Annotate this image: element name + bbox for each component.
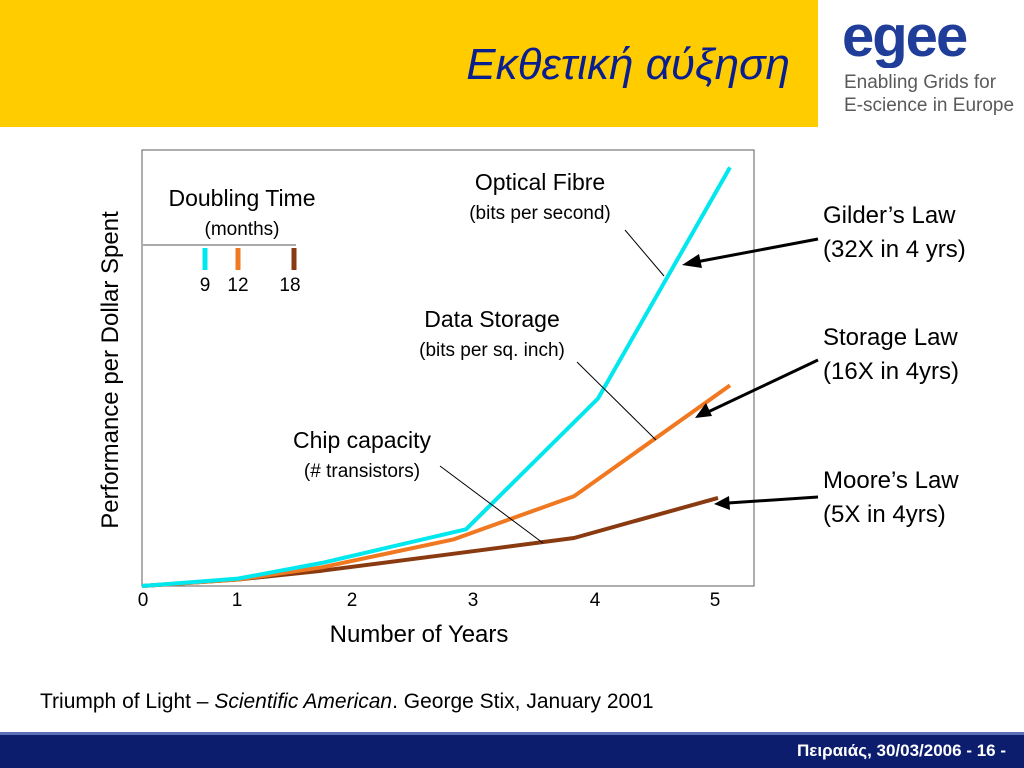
law-arrow-storage — [695, 358, 819, 418]
legend-value-9: 9 — [200, 275, 211, 296]
x-tick-label: 1 — [232, 590, 243, 611]
legend-value-18: 18 — [279, 275, 300, 296]
law-gilder-name: Gilder’s Law — [823, 202, 956, 229]
series-label-fibre: Optical Fibre — [475, 169, 605, 195]
leader-chip — [439, 465, 544, 544]
doubling-time-legend: Doubling Time (months) 9 12 18 — [143, 185, 316, 296]
law-storage-detail: (16X in 4yrs) — [823, 358, 959, 385]
series-line-fibre — [141, 166, 732, 588]
x-axis-label: Number of Years — [330, 621, 509, 648]
series-label-chip: Chip capacity — [293, 427, 432, 453]
egee-wordmark-icon: egee — [842, 12, 969, 68]
footer-text: Πειραιάς, 30/03/2006 - 16 - — [797, 741, 1006, 760]
series-sub-fibre: (bits per second) — [469, 203, 611, 224]
leader-fibre — [624, 229, 665, 277]
legend-value-12: 12 — [227, 275, 248, 296]
x-tick-label: 4 — [590, 590, 601, 611]
citation-part1: Triumph of Light – — [40, 690, 215, 713]
logo-tagline-1: Enabling Grids for — [844, 72, 997, 93]
plot-frame — [141, 149, 755, 587]
law-moore-detail: (5X in 4yrs) — [823, 501, 946, 528]
citation: Triumph of Light – Scientific American. … — [40, 690, 654, 714]
citation-journal: Scientific American — [214, 690, 393, 713]
footer-bar: Πειραιάς, 30/03/2006 - 16 - — [0, 732, 1024, 768]
law-moore-name: Moore’s Law — [823, 467, 959, 494]
logo-tagline-2: E-science in Europe — [844, 95, 1015, 116]
egee-wordmark: egee — [842, 12, 967, 68]
x-tick-label: 3 — [468, 590, 479, 611]
series-line-chip — [141, 495, 719, 588]
law-gilder-detail: (32X in 4 yrs) — [823, 236, 966, 263]
series-sub-storage: (bits per sq. inch) — [419, 340, 565, 361]
citation-part2: . George Stix, January 2001 — [392, 690, 654, 713]
x-tick-label: 0 — [138, 590, 149, 611]
y-axis-label: Performance per Dollar Spent — [97, 211, 124, 529]
leader-storage — [576, 361, 657, 441]
series-label-storage: Data Storage — [424, 306, 560, 332]
x-tick-label: 5 — [710, 590, 721, 611]
x-tick-label: 2 — [347, 590, 358, 611]
doubling-time-title: Doubling Time — [168, 185, 315, 211]
egee-logo: egee Enabling Grids for E-science in Eur… — [818, 0, 1024, 127]
law-storage-name: Storage Law — [823, 324, 958, 351]
doubling-time-sub: (months) — [205, 219, 280, 240]
title-bar: Εκθετική αύξηση — [0, 0, 818, 127]
law-arrow-moore — [714, 495, 819, 510]
law-arrow-gilder — [682, 237, 819, 268]
series-sub-chip: (# transistors) — [304, 461, 420, 482]
slide-title: Εκθετική αύξηση — [466, 40, 790, 89]
